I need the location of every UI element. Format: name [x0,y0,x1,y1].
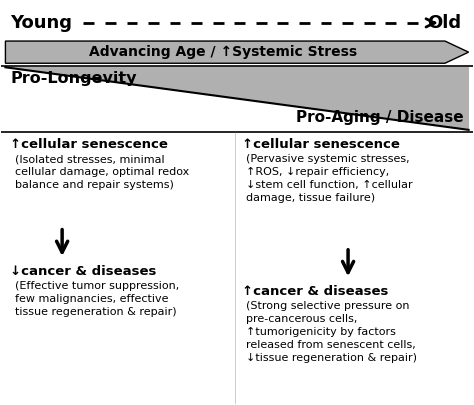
Text: (Isolated stresses, minimal
cellular damage, optimal redox
balance and repair sy: (Isolated stresses, minimal cellular dam… [15,154,189,190]
Text: Pro-Longevity: Pro-Longevity [10,70,137,85]
Text: Advancing Age / ↑Systemic Stress: Advancing Age / ↑Systemic Stress [89,45,357,59]
Text: ↑cellular senescence: ↑cellular senescence [10,138,168,151]
Text: Pro-Aging / Disease: Pro-Aging / Disease [296,110,464,125]
Text: ↑cellular senescence: ↑cellular senescence [242,138,400,151]
Polygon shape [5,67,469,130]
Text: ↓cancer & diseases: ↓cancer & diseases [10,265,156,278]
Text: ↑cancer & diseases: ↑cancer & diseases [242,285,388,298]
Text: (Effective tumor suppression,
few malignancies, effective
tissue regeneration & : (Effective tumor suppression, few malign… [15,281,179,317]
Text: (Strong selective pressure on
pre-cancerous cells,
↑tumorigenicity by factors
re: (Strong selective pressure on pre-cancer… [246,301,418,363]
Polygon shape [5,67,469,130]
Text: (Pervasive systemic stresses,
↑ROS, ↓repair efficiency,
↓stem cell function, ↑ce: (Pervasive systemic stresses, ↑ROS, ↓rep… [246,154,413,202]
Text: Young: Young [10,14,72,32]
Text: Old: Old [428,14,462,32]
Polygon shape [5,41,469,63]
